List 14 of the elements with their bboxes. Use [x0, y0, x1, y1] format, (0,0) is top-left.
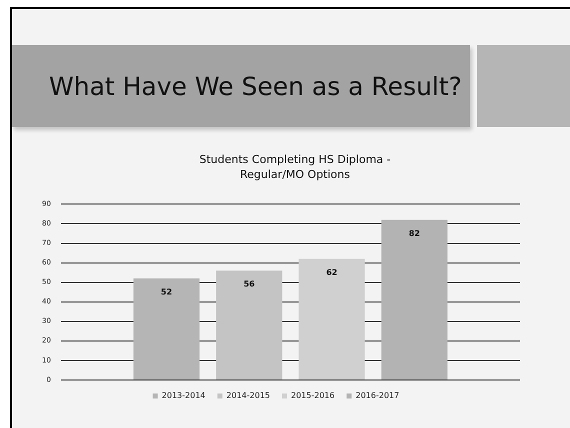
legend-label: 2013-2014	[162, 391, 206, 400]
data-label: 56	[244, 280, 256, 289]
bar	[298, 258, 365, 380]
bar	[216, 270, 282, 380]
data-label: 82	[408, 228, 420, 238]
chart-title: What Have We Seen as a Result?	[49, 72, 462, 100]
bar	[381, 220, 448, 380]
legend-label: 2016-2017	[356, 391, 400, 400]
data-label: 62	[326, 268, 338, 277]
legend-label: 2015-2016	[291, 391, 335, 400]
bar	[133, 278, 200, 380]
legend-label: 2014-2015	[226, 391, 270, 400]
data-label: 52	[160, 288, 172, 297]
chart-subtitle: Students Completing HS Diploma - Regular/MO Options	[198, 152, 392, 182]
